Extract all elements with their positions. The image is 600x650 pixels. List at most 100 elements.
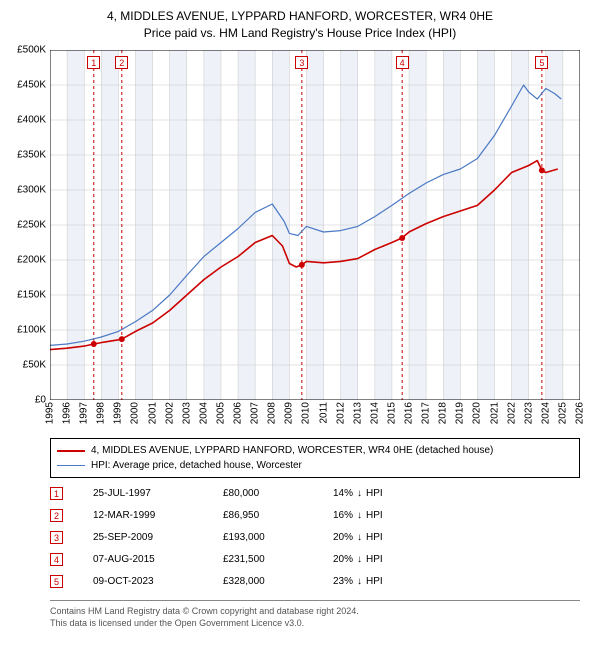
sales-row: 5 09-OCT-2023£328,00023% ↓ HPI — [50, 570, 580, 592]
sales-diff-pct: 20% — [333, 554, 353, 565]
x-tick-label: 2009 — [284, 402, 295, 424]
sales-row-price: £86,950 — [223, 510, 333, 521]
down-arrow-icon: ↓ — [357, 488, 362, 499]
down-arrow-icon: ↓ — [357, 510, 362, 521]
legend-row: HPI: Average price, detached house, Worc… — [57, 458, 573, 473]
sales-row-price: £231,500 — [223, 554, 333, 565]
x-tick-label: 2012 — [335, 402, 346, 424]
x-tick-label: 2003 — [181, 402, 192, 424]
chart-title-block: 4, MIDDLES AVENUE, LYPPARD HANFORD, WORC… — [0, 0, 600, 42]
sales-diff-pct: 20% — [333, 532, 353, 543]
sales-row-marker: 3 — [50, 531, 63, 544]
sales-diff-suffix: HPI — [366, 532, 383, 543]
sales-row-price: £328,000 — [223, 576, 333, 587]
sales-row-date: 25-SEP-2009 — [93, 532, 223, 543]
x-tick-label: 1999 — [113, 402, 124, 424]
x-tick-label: 2017 — [421, 402, 432, 424]
sales-row-date: 07-AUG-2015 — [93, 554, 223, 565]
sales-diff-suffix: HPI — [366, 576, 383, 587]
sales-row-price: £80,000 — [223, 488, 333, 499]
sales-row-date: 09-OCT-2023 — [93, 576, 223, 587]
x-tick-label: 2023 — [523, 402, 534, 424]
title-line-1: 4, MIDDLES AVENUE, LYPPARD HANFORD, WORC… — [0, 8, 600, 25]
y-tick-label: £150K — [17, 290, 46, 301]
y-tick-label: £100K — [17, 325, 46, 336]
x-tick-label: 1997 — [79, 402, 90, 424]
legend-label: HPI: Average price, detached house, Worc… — [91, 458, 302, 473]
y-tick-label: £350K — [17, 150, 46, 161]
x-tick-label: 2004 — [198, 402, 209, 424]
x-tick-label: 2014 — [369, 402, 380, 424]
sales-row-diff: 23% ↓ HPI — [333, 576, 443, 587]
x-tick-label: 2001 — [147, 402, 158, 424]
sales-row-marker: 5 — [50, 575, 63, 588]
sales-row: 3 25-SEP-2009£193,00020% ↓ HPI — [50, 526, 580, 548]
sales-diff-suffix: HPI — [366, 554, 383, 565]
x-tick-label: 2002 — [164, 402, 175, 424]
down-arrow-icon: ↓ — [357, 554, 362, 565]
y-tick-label: £250K — [17, 220, 46, 231]
sales-row-diff: 20% ↓ HPI — [333, 554, 443, 565]
legend-swatch — [57, 450, 85, 452]
x-tick-label: 2016 — [404, 402, 415, 424]
x-tick-label: 1996 — [62, 402, 73, 424]
sale-marker-3: 3 — [295, 56, 308, 69]
sales-row-marker: 4 — [50, 553, 63, 566]
down-arrow-icon: ↓ — [357, 576, 362, 587]
x-tick-label: 1998 — [96, 402, 107, 424]
x-tick-label: 2015 — [386, 402, 397, 424]
sale-marker-1: 1 — [87, 56, 100, 69]
x-tick-label: 2000 — [130, 402, 141, 424]
x-tick-label: 2022 — [506, 402, 517, 424]
x-tick-label: 2007 — [250, 402, 261, 424]
x-tick-label: 2005 — [215, 402, 226, 424]
x-tick-label: 2010 — [301, 402, 312, 424]
footer-line-2: This data is licensed under the Open Gov… — [50, 617, 580, 629]
sales-table: 1 25-JUL-1997£80,00014% ↓ HPI 2 12-MAR-1999£8… — [50, 482, 580, 592]
sale-marker-2: 2 — [115, 56, 128, 69]
sales-row-date: 12-MAR-1999 — [93, 510, 223, 521]
legend-swatch — [57, 465, 85, 466]
legend: 4, MIDDLES AVENUE, LYPPARD HANFORD, WORC… — [50, 438, 580, 478]
y-tick-label: £400K — [17, 115, 46, 126]
x-tick-label: 2019 — [455, 402, 466, 424]
sales-diff-pct: 16% — [333, 510, 353, 521]
sale-marker-5: 5 — [535, 56, 548, 69]
chart-area: £0£50K£100K£150K£200K£250K£300K£350K£400… — [50, 50, 580, 400]
x-tick-label: 2024 — [540, 402, 551, 424]
x-tick-label: 2008 — [267, 402, 278, 424]
y-tick-label: £50K — [23, 360, 46, 371]
sales-diff-suffix: HPI — [366, 510, 383, 521]
sales-row-diff: 14% ↓ HPI — [333, 488, 443, 499]
x-tick-label: 2020 — [472, 402, 483, 424]
x-tick-label: 2025 — [557, 402, 568, 424]
y-tick-label: £200K — [17, 255, 46, 266]
x-tick-label: 2026 — [575, 402, 586, 424]
legend-label: 4, MIDDLES AVENUE, LYPPARD HANFORD, WORC… — [91, 443, 493, 458]
sales-row-marker: 2 — [50, 509, 63, 522]
sale-marker-4: 4 — [396, 56, 409, 69]
x-tick-label: 2013 — [352, 402, 363, 424]
x-tick-label: 2006 — [233, 402, 244, 424]
footer-attribution: Contains HM Land Registry data © Crown c… — [50, 600, 580, 629]
footer-line-1: Contains HM Land Registry data © Crown c… — [50, 605, 580, 617]
down-arrow-icon: ↓ — [357, 532, 362, 543]
x-tick-label: 2018 — [438, 402, 449, 424]
sales-row-price: £193,000 — [223, 532, 333, 543]
x-tick-label: 2011 — [318, 402, 329, 424]
sales-row-diff: 20% ↓ HPI — [333, 532, 443, 543]
sales-row-marker: 1 — [50, 487, 63, 500]
x-tick-label: 1995 — [45, 402, 56, 424]
sales-row: 2 12-MAR-1999£86,95016% ↓ HPI — [50, 504, 580, 526]
sales-row-date: 25-JUL-1997 — [93, 488, 223, 499]
sales-diff-pct: 23% — [333, 576, 353, 587]
sales-diff-suffix: HPI — [366, 488, 383, 499]
sales-diff-pct: 14% — [333, 488, 353, 499]
sales-row: 1 25-JUL-1997£80,00014% ↓ HPI — [50, 482, 580, 504]
legend-row: 4, MIDDLES AVENUE, LYPPARD HANFORD, WORC… — [57, 443, 573, 458]
sales-row-diff: 16% ↓ HPI — [333, 510, 443, 521]
y-tick-label: £500K — [17, 45, 46, 56]
y-tick-label: £300K — [17, 185, 46, 196]
sales-row: 4 07-AUG-2015£231,50020% ↓ HPI — [50, 548, 580, 570]
y-tick-label: £450K — [17, 80, 46, 91]
